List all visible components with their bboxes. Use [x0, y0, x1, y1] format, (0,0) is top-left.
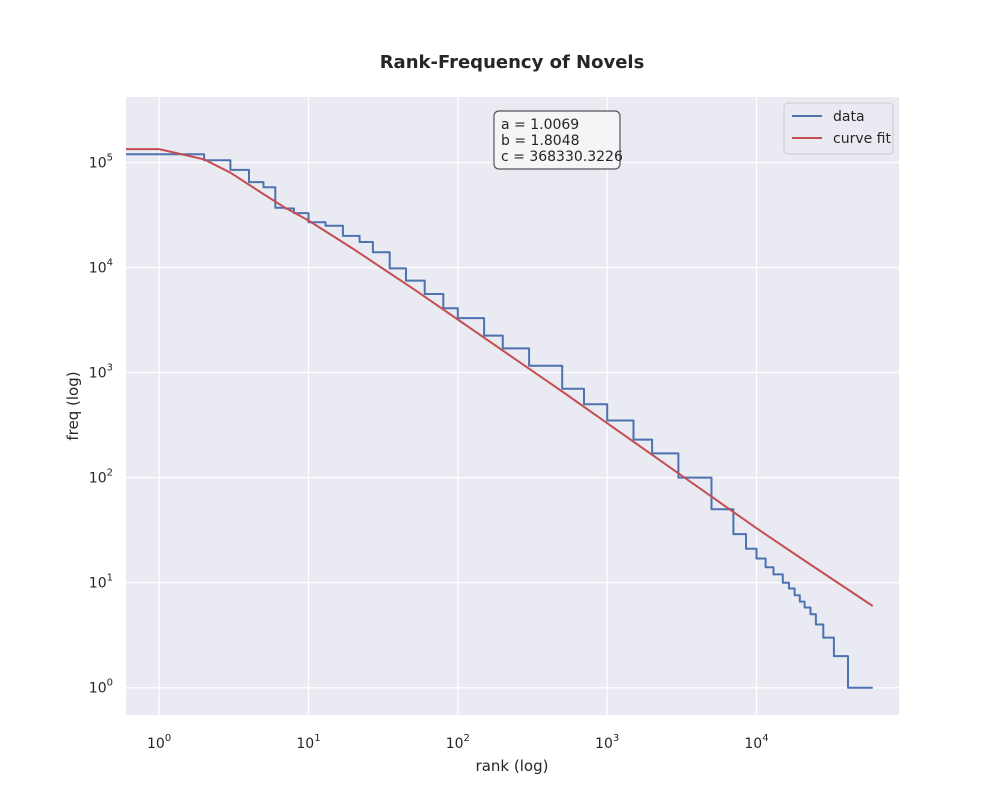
x-tick-label: 103 — [595, 733, 619, 752]
param-b-text: b = 1.8048 — [501, 133, 580, 149]
series-layer — [126, 148, 874, 689]
x-tick-label: 100 — [147, 733, 171, 752]
param-c-text: c = 368330.3226 — [501, 149, 623, 165]
x-tick-label: 104 — [744, 733, 768, 752]
plot-background — [126, 97, 899, 715]
y-tick-labels: 100 101 102 103 104 105 — [89, 152, 113, 696]
fit-parameters-box: a = 1.0069 b = 1.8048 c = 368330.3226 — [493, 110, 623, 170]
series-line-curve-fit — [126, 148, 874, 607]
grid-lines — [126, 97, 899, 715]
legend-label-curve-fit: curve fit — [833, 131, 891, 147]
y-axis-label: freq (log) — [64, 371, 82, 440]
y-tick-label: 105 — [89, 152, 113, 171]
series-line-data — [126, 153, 873, 689]
x-tick-labels: 100 101 102 103 104 — [147, 733, 769, 752]
x-tick-label: 102 — [446, 733, 470, 752]
y-tick-label: 100 — [89, 678, 113, 697]
x-axis-label: rank (log) — [476, 757, 549, 775]
y-tick-label: 102 — [89, 468, 113, 487]
y-tick-label: 103 — [89, 363, 113, 382]
legend-label-data: data — [833, 109, 865, 125]
y-tick-label: 104 — [89, 258, 113, 277]
legend: data curve fit — [783, 102, 894, 155]
x-tick-label: 101 — [296, 733, 320, 752]
chart-title: Rank-Frequency of Novels — [380, 52, 645, 73]
y-tick-label: 101 — [89, 573, 113, 592]
param-a-text: a = 1.0069 — [501, 117, 579, 133]
